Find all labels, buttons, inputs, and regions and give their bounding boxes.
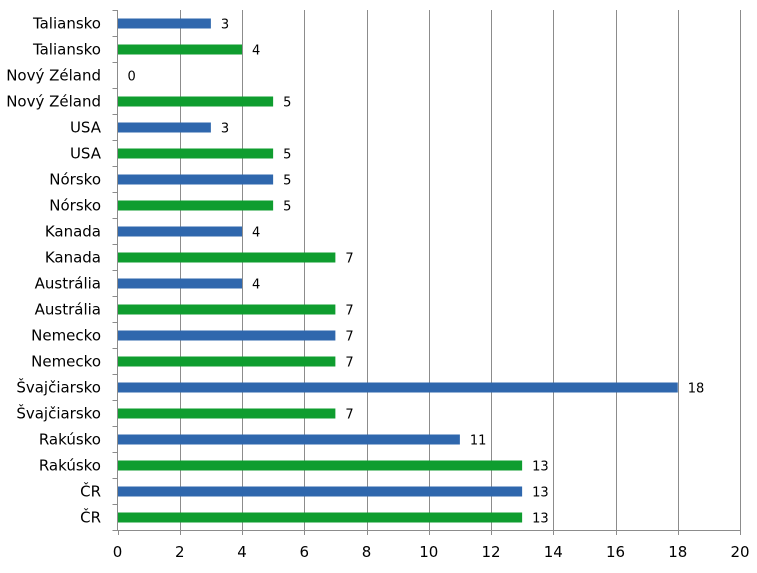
data-label: 4: [252, 226, 260, 241]
category-label: Kanada: [45, 223, 101, 241]
bar: [117, 96, 274, 107]
bar: [117, 18, 211, 29]
bar: [117, 226, 242, 237]
data-label: 7: [345, 408, 353, 423]
bar: [117, 174, 274, 185]
data-label: 13: [532, 460, 549, 475]
bar: [117, 330, 336, 341]
category-label: Austrália: [35, 301, 101, 319]
category-label: Kanada: [45, 249, 101, 267]
category-label: Nový Zéland: [6, 67, 101, 85]
category-label: Švajčiarsko: [16, 404, 101, 423]
labels: 0 2 4 6 8 10 12 14 16 18 20 Taliansko 3 Taliansko 4 Nov…: [6, 15, 749, 562]
data-label: 5: [283, 96, 291, 111]
axes: [112, 10, 741, 535]
data-label: 18: [688, 382, 705, 397]
data-label: 3: [221, 18, 229, 33]
x-tick-label: 0: [113, 543, 123, 561]
bar: [117, 460, 523, 471]
category-label: Švajčiarsko: [16, 378, 101, 397]
bar: [117, 148, 274, 159]
data-label: 0: [128, 70, 136, 85]
category-label: USA: [70, 119, 102, 137]
category-label: Austrália: [35, 275, 101, 293]
x-tick-label: 20: [730, 543, 749, 561]
data-label: 5: [283, 174, 291, 189]
data-label: 4: [252, 44, 260, 59]
x-tick-label: 4: [237, 543, 247, 561]
bar: [117, 252, 336, 263]
x-tick-label: 8: [362, 543, 372, 561]
bar: [117, 486, 523, 497]
data-label: 11: [470, 434, 487, 449]
data-label: 5: [283, 148, 291, 163]
category-label: Nový Zéland: [6, 93, 101, 111]
category-label: Rakúsko: [39, 431, 101, 449]
category-label: Rakúsko: [39, 457, 101, 475]
x-tick-label: 10: [419, 543, 438, 561]
data-label: 7: [345, 356, 353, 371]
category-label: Nórsko: [49, 171, 101, 189]
bar: [117, 408, 336, 419]
data-label: 7: [345, 304, 353, 319]
x-tick-label: 16: [606, 543, 625, 561]
grid-lines: [180, 10, 741, 530]
data-label: 13: [532, 486, 549, 501]
bar: [117, 434, 460, 445]
x-tick-label: 2: [175, 543, 185, 561]
x-tick-label: 14: [544, 543, 563, 561]
data-label: 13: [532, 512, 549, 527]
category-label: Nórsko: [49, 197, 101, 215]
bar: [117, 200, 274, 211]
data-label: 3: [221, 122, 229, 137]
category-label: ČR: [80, 508, 101, 527]
bar: [117, 304, 336, 315]
bars: [117, 18, 678, 523]
category-label: Nemecko: [31, 327, 101, 345]
bar: [117, 278, 242, 289]
x-tick-label: 6: [299, 543, 309, 561]
data-label: 7: [345, 330, 353, 345]
bar: [117, 356, 336, 367]
bar: [117, 512, 523, 523]
category-label: ČR: [80, 482, 101, 501]
bar: [117, 382, 678, 393]
bar: [117, 44, 242, 55]
data-label: 5: [283, 200, 291, 215]
category-label: Taliansko: [32, 41, 101, 59]
category-label: Nemecko: [31, 353, 101, 371]
category-label: USA: [70, 145, 102, 163]
category-label: Taliansko: [32, 15, 101, 33]
x-tick-label: 12: [481, 543, 500, 561]
x-tick-label: 18: [668, 543, 687, 561]
bar: [117, 122, 211, 133]
data-label: 4: [252, 278, 260, 293]
data-label: 7: [345, 252, 353, 267]
